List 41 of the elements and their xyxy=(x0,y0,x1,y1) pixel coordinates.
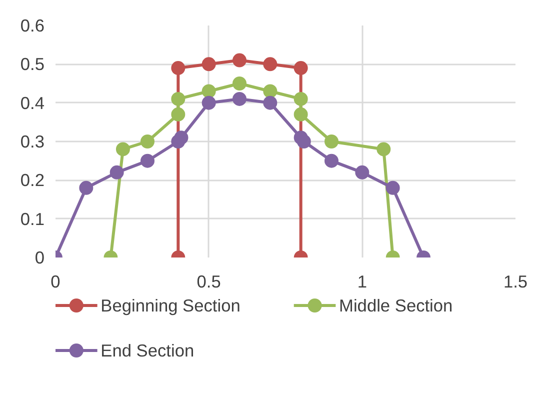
point xyxy=(324,154,338,168)
y-tick-label: 0.2 xyxy=(20,170,45,190)
y-tick-label: 0.5 xyxy=(20,54,45,74)
point xyxy=(263,84,278,98)
point xyxy=(79,180,94,195)
point xyxy=(116,142,130,156)
legend-label: Beginning Section xyxy=(100,296,240,316)
point xyxy=(294,92,308,106)
point xyxy=(171,107,186,122)
point xyxy=(171,92,186,106)
point xyxy=(110,165,124,180)
point xyxy=(324,134,338,148)
y-tick-label: 0.6 xyxy=(20,16,45,36)
point xyxy=(232,92,246,106)
point xyxy=(263,96,278,110)
point xyxy=(232,76,246,90)
point xyxy=(263,57,278,72)
y-tick-label: 0.1 xyxy=(20,208,45,229)
x-tick-label: 1.5 xyxy=(503,272,528,292)
x-tick-label: 0 xyxy=(50,272,60,292)
point xyxy=(174,130,188,145)
point xyxy=(140,154,154,168)
x-tick-label: 1 xyxy=(357,272,367,292)
point xyxy=(232,53,246,68)
y-tick-label: 0 xyxy=(34,248,45,268)
legend-label: Middle Section xyxy=(339,296,453,316)
y-tick-label: 0.3 xyxy=(20,132,45,152)
point xyxy=(376,142,391,156)
point xyxy=(355,165,370,180)
point xyxy=(202,96,216,110)
point xyxy=(202,84,216,98)
x-tick-label: 0.5 xyxy=(196,272,221,292)
point xyxy=(140,134,154,148)
point xyxy=(294,107,308,122)
legend-label: End Section xyxy=(100,340,194,360)
point xyxy=(296,134,311,148)
point xyxy=(171,61,186,76)
y-tick-label: 0.4 xyxy=(20,92,45,113)
point xyxy=(202,57,216,72)
point xyxy=(386,180,400,195)
point xyxy=(294,61,308,76)
